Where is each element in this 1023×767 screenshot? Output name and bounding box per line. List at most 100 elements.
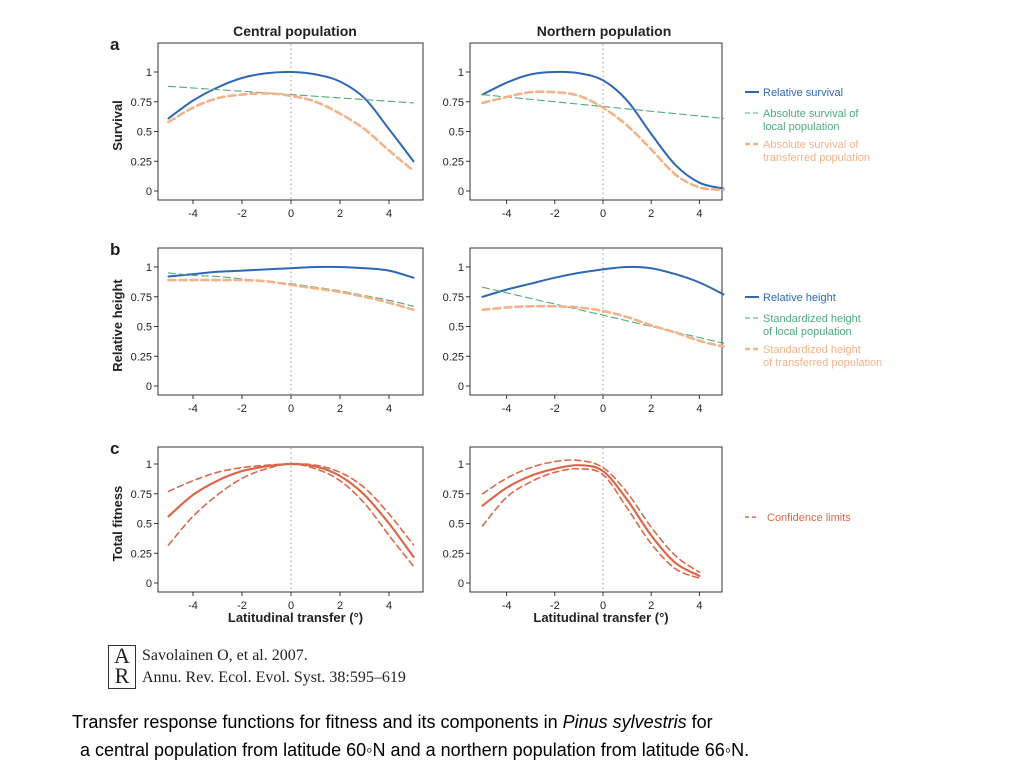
x-tick-label: 2 [337, 208, 343, 220]
legend-label: Relative height [763, 292, 836, 304]
series-line-solid-blue [167, 70, 415, 163]
y-tick-label: 1 [146, 67, 152, 79]
x-tick-label: -4 [502, 600, 512, 612]
x-tick-label: -2 [550, 208, 560, 220]
panel-c-northern: 0 0.25 0.5 0.75 1 -4 -2 0 2 4 Latitudinal transfer… [443, 446, 723, 625]
series-line-solid-blue [167, 265, 415, 279]
panel-letter-b: b [110, 240, 120, 259]
species-name: Pinus sylvestris [562, 712, 687, 732]
citation-line-1: Savolainen O, et al. 2007. [142, 647, 308, 664]
x-tick-label: -4 [188, 600, 198, 612]
x-tick-label: -2 [237, 403, 247, 415]
x-tick-label: 0 [288, 600, 294, 612]
x-tick-label: -4 [502, 208, 512, 220]
legend-label: of local population [763, 326, 852, 338]
panel-c-central: 0 0.25 0.5 0.75 1 -4 -2 0 2 4 Latitudinal transfer… [131, 446, 424, 625]
series-line-dash-red [167, 463, 415, 568]
panel-letter-a: a [110, 35, 120, 54]
y-tick-label: 1 [146, 459, 152, 471]
x-tick-label: 0 [288, 403, 294, 415]
x-tick-label: 2 [648, 403, 654, 415]
x-axis-label: Latitudinal transfer (°) [228, 610, 363, 625]
legend-label: transferred population [763, 152, 870, 164]
plot-frame [469, 446, 723, 593]
panel-a-central: 0 0.25 0.5 0.75 1 -4 -2 0 2 4 [131, 42, 424, 220]
y-tick-label: 0.75 [131, 489, 152, 501]
y-tick-label: 0 [146, 186, 152, 198]
series-line-solid-red [481, 464, 701, 577]
column-title-northern: Northern population [537, 23, 672, 39]
x-tick-label: -4 [188, 403, 198, 415]
panel-b-central: 0 0.25 0.5 0.75 1 -4 -2 0 2 4 [131, 247, 424, 415]
column-title-central: Central population [233, 23, 357, 39]
y-tick-label: 0.75 [443, 489, 464, 501]
series-line-dash-orange [481, 90, 725, 192]
series-line-dash-orange [167, 92, 415, 173]
x-tick-label: 0 [288, 208, 294, 220]
x-tick-label: 4 [386, 208, 392, 220]
y-tick-label: 0 [146, 578, 152, 590]
y-axis-label: Total fitness [110, 486, 125, 562]
y-tick-label: 0.5 [449, 519, 464, 531]
legend-label: Absolute survival of [763, 108, 859, 120]
legend-label: Relative survival [763, 87, 843, 99]
x-tick-label: -4 [502, 403, 512, 415]
y-tick-label: 0.5 [449, 322, 464, 334]
x-tick-label: -4 [188, 208, 198, 220]
y-tick-label: 0 [458, 186, 464, 198]
y-tick-label: 0 [146, 381, 152, 393]
x-tick-label: 4 [696, 600, 702, 612]
y-tick-label: 0.75 [443, 97, 464, 109]
series-line-dash-red [481, 467, 701, 579]
legend-label: Confidence limits [767, 512, 851, 524]
x-tick-label: 0 [600, 208, 606, 220]
x-tick-label: 2 [337, 600, 343, 612]
y-tick-label: 0.25 [443, 548, 464, 560]
y-tick-label: 0.75 [131, 97, 152, 109]
y-tick-label: 0.25 [443, 351, 464, 363]
legend-label: Absolute survival of [763, 139, 859, 151]
citation-text: Savolainen O, et al. 2007. Annu. Rev. Ec… [142, 645, 406, 689]
y-tick-label: 1 [458, 67, 464, 79]
citation-line-2: Annu. Rev. Ecol. Evol. Syst. 38:595–619 [142, 669, 406, 686]
y-tick-label: 1 [146, 262, 152, 274]
y-tick-label: 0 [458, 578, 464, 590]
series-line-dash-orange [167, 278, 415, 312]
y-tick-label: 0 [458, 381, 464, 393]
series-line-solid-blue [481, 265, 725, 298]
panel-a-northern: 0 0.25 0.5 0.75 1 -4 -2 0 2 4 [443, 42, 725, 220]
x-tick-label: 2 [648, 600, 654, 612]
x-tick-label: -2 [550, 403, 560, 415]
x-tick-label: -2 [237, 600, 247, 612]
x-tick-label: 2 [648, 208, 654, 220]
plot-frame [469, 247, 723, 396]
series-line-dash-green [481, 286, 725, 344]
panel-letter-c: c [110, 439, 119, 458]
plot-frame [469, 42, 723, 201]
legend-label: local population [763, 121, 839, 133]
series-line-dash-red [481, 459, 701, 574]
legend-label: Standardized height [763, 313, 861, 325]
x-tick-label: 0 [600, 403, 606, 415]
series-line-solid-blue [481, 70, 725, 190]
y-tick-label: 0.5 [449, 127, 464, 139]
y-tick-label: 0.5 [137, 322, 152, 334]
y-tick-label: 0.25 [131, 548, 152, 560]
y-tick-label: 0.25 [443, 156, 464, 168]
x-tick-label: -2 [550, 600, 560, 612]
x-tick-label: 2 [337, 403, 343, 415]
caption-line-2: a central population from latitude 60◦N … [80, 740, 750, 760]
y-tick-label: 1 [458, 262, 464, 274]
caption-line-1: Transfer response functions for fitness … [72, 712, 713, 732]
legend-row-c: Confidence limits [745, 512, 851, 524]
y-axis-label: Survival [110, 100, 125, 151]
y-tick-label: 0.25 [131, 351, 152, 363]
y-axis-label: Relative height [110, 279, 125, 372]
y-tick-label: 0.5 [137, 127, 152, 139]
panel-b-northern: 0 0.25 0.5 0.75 1 -4 -2 0 2 4 [443, 247, 725, 415]
x-tick-label: -2 [237, 208, 247, 220]
series-line-dash-orange [481, 304, 725, 348]
legend-label: Standardized height [763, 344, 861, 356]
